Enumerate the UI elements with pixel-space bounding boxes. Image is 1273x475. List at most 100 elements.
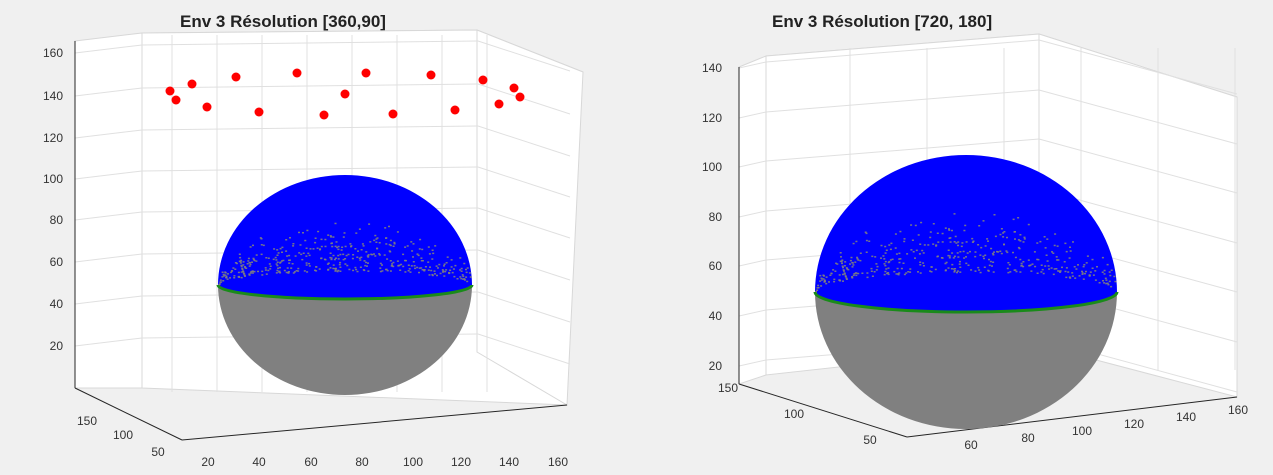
surface-point (327, 269, 330, 271)
grid-line (738, 259, 767, 267)
surface-point (373, 253, 375, 255)
surface-point (852, 242, 855, 245)
surface-point (334, 257, 337, 259)
chart-2-title: Env 3 Résolution [720, 180] (772, 12, 993, 31)
surface-point (285, 271, 288, 274)
surface-point (948, 257, 951, 259)
surface-point (410, 241, 413, 243)
surface-point (252, 258, 255, 261)
grid-line (738, 309, 767, 317)
surface-point (389, 260, 392, 262)
surface-point (1081, 272, 1084, 274)
surface-point (241, 268, 244, 271)
surface-point (947, 267, 950, 269)
surface-point (333, 267, 336, 270)
surface-point (292, 272, 295, 274)
surface-point (1054, 233, 1057, 235)
surface-point (1083, 264, 1086, 266)
surface-point (888, 260, 891, 263)
surface-point (911, 239, 914, 241)
surface-point (289, 237, 291, 239)
surface-point (261, 270, 264, 273)
surface-point (274, 256, 277, 259)
surface-point (980, 246, 983, 249)
surface-point (283, 269, 286, 272)
surface-point (948, 229, 951, 231)
surface-point (856, 256, 859, 259)
surface-point (934, 268, 937, 271)
surface-point (944, 269, 947, 272)
lower-hemisphere (218, 285, 472, 395)
surface-point (276, 254, 279, 256)
surface-point (997, 251, 1000, 253)
surface-point (1098, 282, 1101, 284)
surface-point (919, 264, 922, 266)
surface-point (417, 254, 420, 257)
surface-point (242, 261, 245, 263)
surface-point (466, 280, 469, 283)
surface-point (1043, 236, 1046, 238)
surface-point (978, 225, 981, 227)
x-tick-label: 60 (964, 438, 978, 452)
surface-point (1085, 262, 1088, 264)
surface-point (255, 254, 258, 256)
surface-point (871, 255, 874, 258)
surface-point (379, 262, 382, 265)
grid-line (738, 359, 767, 367)
surface-point (352, 269, 355, 272)
surface-point (971, 237, 974, 240)
surface-point (971, 241, 974, 243)
surface-point (1037, 258, 1040, 261)
x-tick-label: 140 (1176, 410, 1196, 424)
source-point (361, 68, 371, 78)
surface-point (1027, 259, 1030, 261)
grid-line (738, 61, 767, 69)
surface-point (851, 261, 854, 264)
surface-point (253, 270, 256, 273)
source-point (478, 75, 488, 85)
surface-point (983, 257, 985, 260)
surface-point (1022, 265, 1025, 268)
surface-point (317, 230, 320, 233)
surface-point (376, 237, 379, 239)
surface-point (898, 261, 901, 264)
surface-point (285, 239, 288, 241)
surface-point (953, 213, 956, 215)
surface-point (1044, 265, 1047, 267)
surface-point (378, 242, 381, 244)
surface-point (949, 241, 952, 243)
surface-point (349, 243, 352, 245)
surface-point (404, 271, 407, 273)
surface-point (244, 275, 246, 277)
surface-point (979, 254, 982, 256)
surface-point (343, 232, 346, 234)
grid-line (738, 210, 767, 218)
surface-point (226, 273, 229, 275)
surface-point (969, 250, 971, 253)
surface-point (422, 269, 425, 271)
surface-point (893, 270, 896, 273)
surface-point (424, 266, 427, 268)
surface-point (247, 260, 250, 262)
surface-point (396, 231, 399, 233)
grid-line (74, 295, 143, 305)
surface-point (218, 283, 221, 285)
surface-point (894, 247, 897, 249)
surface-point (856, 258, 859, 260)
surface-point (251, 270, 254, 272)
surface-point (1057, 259, 1060, 261)
chart-1[interactable]: 20 40 60 80 100 120 140 160 20 40 60 80 100 120 140 160… (0, 0, 636, 475)
surface-point (407, 270, 410, 272)
surface-point (240, 264, 243, 267)
surface-point (1056, 259, 1059, 261)
surface-point (456, 278, 459, 280)
surface-point (293, 271, 296, 273)
surface-point (247, 257, 250, 260)
surface-point (412, 256, 414, 258)
surface-point (409, 271, 412, 273)
surface-point (412, 261, 415, 263)
surface-point (974, 251, 977, 253)
surface-point (889, 248, 892, 251)
surface-point (386, 269, 389, 272)
